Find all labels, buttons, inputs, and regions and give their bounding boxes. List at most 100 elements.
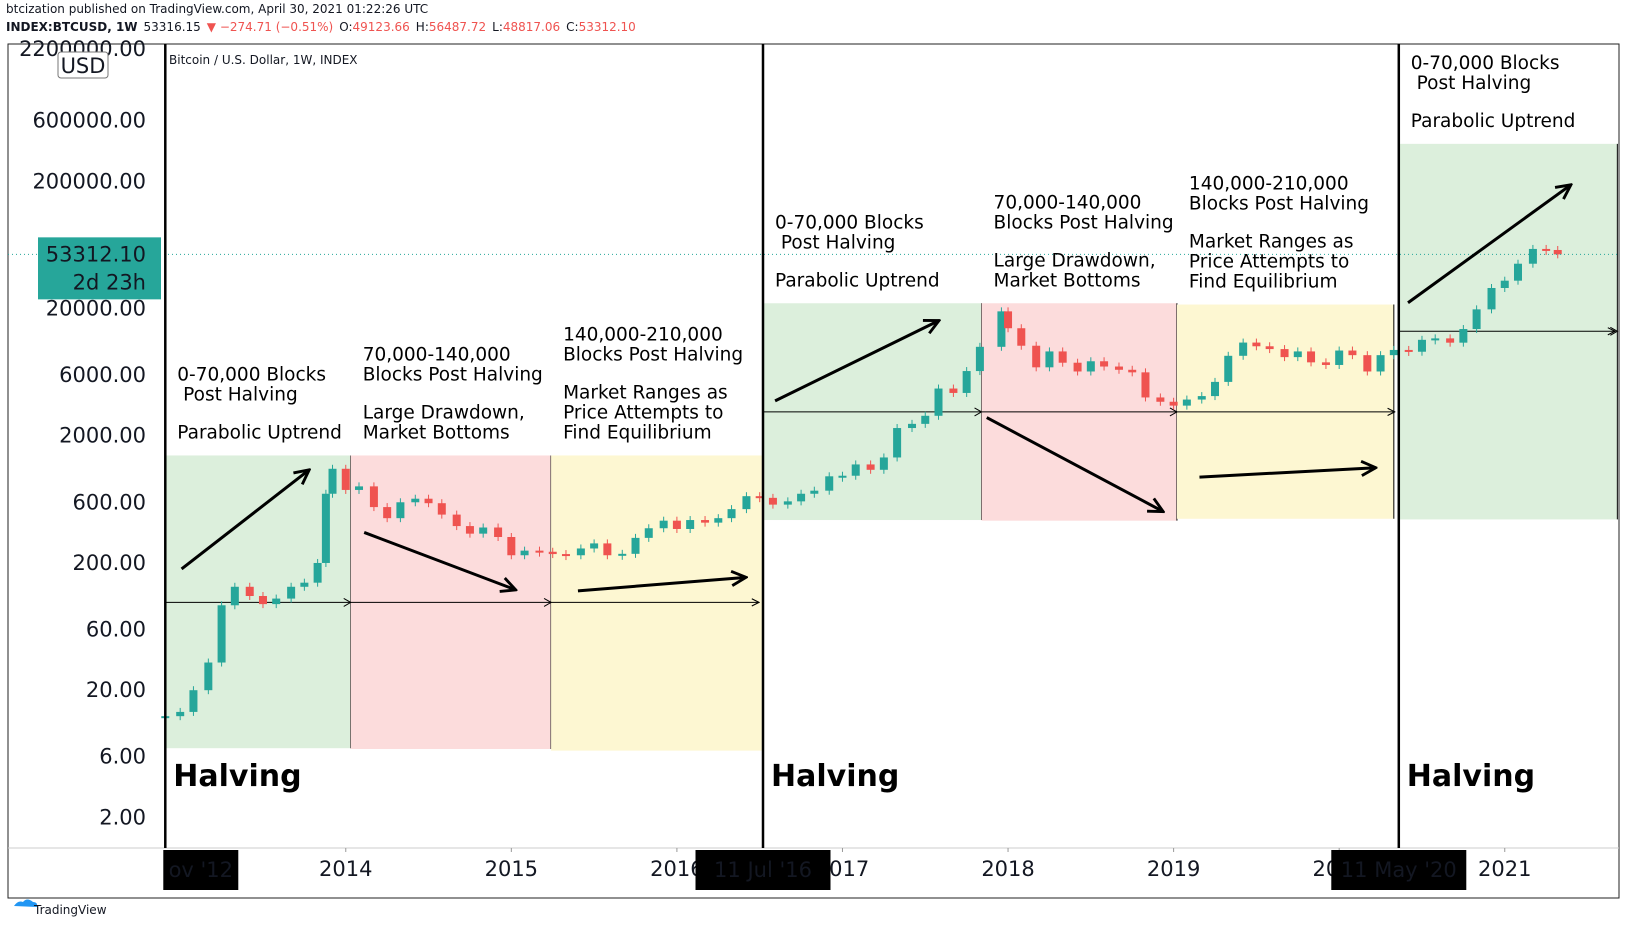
candle [949,388,958,393]
candle [714,518,723,523]
trend-arrow [180,470,310,571]
y-tick-label: 6.00 [99,745,146,769]
candle [1224,355,1233,382]
zone-trend-text: Price Attempts to [563,402,723,423]
candle [783,501,792,505]
last-price: 53316.15 [144,20,201,34]
candle [975,346,984,372]
candle [879,457,888,470]
candle [908,423,917,429]
price-change: ▼ −274.71 (−0.51%) [207,20,333,34]
candle [1058,351,1067,363]
candle [1073,362,1082,372]
candle [576,548,585,556]
phase-zone [551,455,764,751]
candle [321,493,330,563]
candle [1114,366,1123,370]
zone-label-text: Post Halving [775,232,895,253]
candle [851,464,860,476]
ohlc-value: 56487.72 [429,20,486,34]
halving-label: Halving [771,759,899,794]
level-arrowhead [1169,407,1178,417]
trend-arrow [363,531,515,589]
candle [1280,349,1289,358]
trend-arrow [1199,468,1375,479]
candle [686,520,695,529]
candle [1252,342,1261,347]
candle [548,551,557,555]
candle [838,475,847,478]
trend-arrow [986,416,1163,512]
zone-label-text: Post Halving [177,384,297,405]
candle [258,596,267,605]
zone-label-text: Post Halving [1411,73,1531,94]
candle [631,537,640,554]
x-tick-label: 2016 [650,857,703,881]
zone-label-text: 0-70,000 Blocks [775,212,924,233]
candle [355,486,364,490]
zone-trend-text: Market Bottoms [994,270,1141,291]
y-tick-label: 6000.00 [59,363,146,387]
level-arrowhead [343,597,352,607]
zone-trend-text: Large Drawdown, [994,250,1156,271]
zone-trend-text: Market Ranges as [1189,232,1354,253]
candle [1487,287,1496,310]
x-tick-label: 2019 [1147,857,1200,881]
zone-trend-text: Parabolic Uptrend [1411,111,1576,132]
zone-trend-text: Find Equilibrium [1189,272,1338,293]
candle [1404,349,1413,352]
candle [1553,249,1562,255]
y-tick-label: 20000.00 [46,297,146,321]
zone-trend-text: Find Equilibrium [563,422,712,443]
halving-date-label: 11 May '20 [1341,858,1457,882]
candle [1265,346,1274,350]
symbol: INDEX:BTCUSD, 1W [6,20,138,34]
y-tick-label: 600.00 [73,490,146,514]
candle [997,311,1006,347]
candle [437,503,446,515]
candle [424,498,433,504]
candle [1446,338,1455,343]
candle [1500,280,1509,288]
candle [866,464,875,470]
candle [1128,369,1137,373]
candle [313,562,322,583]
candle [1514,263,1523,281]
zone-trend-text: Market Ranges as [563,382,728,403]
candle [230,586,239,606]
candle [1417,339,1426,352]
zone-trend-text: Parabolic Uptrend [177,422,342,443]
candle [287,586,296,599]
candle [1169,401,1178,406]
candle [1100,361,1109,367]
symbol-line: INDEX:BTCUSD, 1W 53316.15 ▼ −274.71 (−0.51… [6,20,636,34]
halving-date-box [695,850,831,890]
candle [1239,342,1248,356]
candle [1197,396,1206,400]
candle [1528,248,1537,264]
zone-label-text: Blocks Post Halving [363,364,543,385]
halving-date-label: ov '12 [169,858,233,882]
candle [825,476,834,491]
trend-arrow [577,577,746,593]
current-price-label: 53312.10 [46,242,146,266]
candle [644,528,653,538]
candle [494,527,503,538]
candle [590,543,599,549]
ohlc-value: 53312.10 [579,20,636,34]
candle [962,371,971,393]
candle [701,520,710,523]
zone-trend-text: Market Bottoms [363,422,510,443]
candle [1363,355,1372,372]
candle [1293,351,1302,358]
candle [369,486,378,508]
zone-trend-text: Parabolic Uptrend [775,270,940,291]
ohlc-key: O: [339,20,352,34]
footer-brand: TradingView [33,903,107,917]
zone-label-text: 70,000-140,000 [363,344,511,365]
candle [768,497,777,505]
candle [189,690,198,712]
zone-label-text: 70,000-140,000 [994,192,1142,213]
candle [1017,328,1026,346]
zone-label-text: Blocks Post Halving [1189,194,1369,215]
